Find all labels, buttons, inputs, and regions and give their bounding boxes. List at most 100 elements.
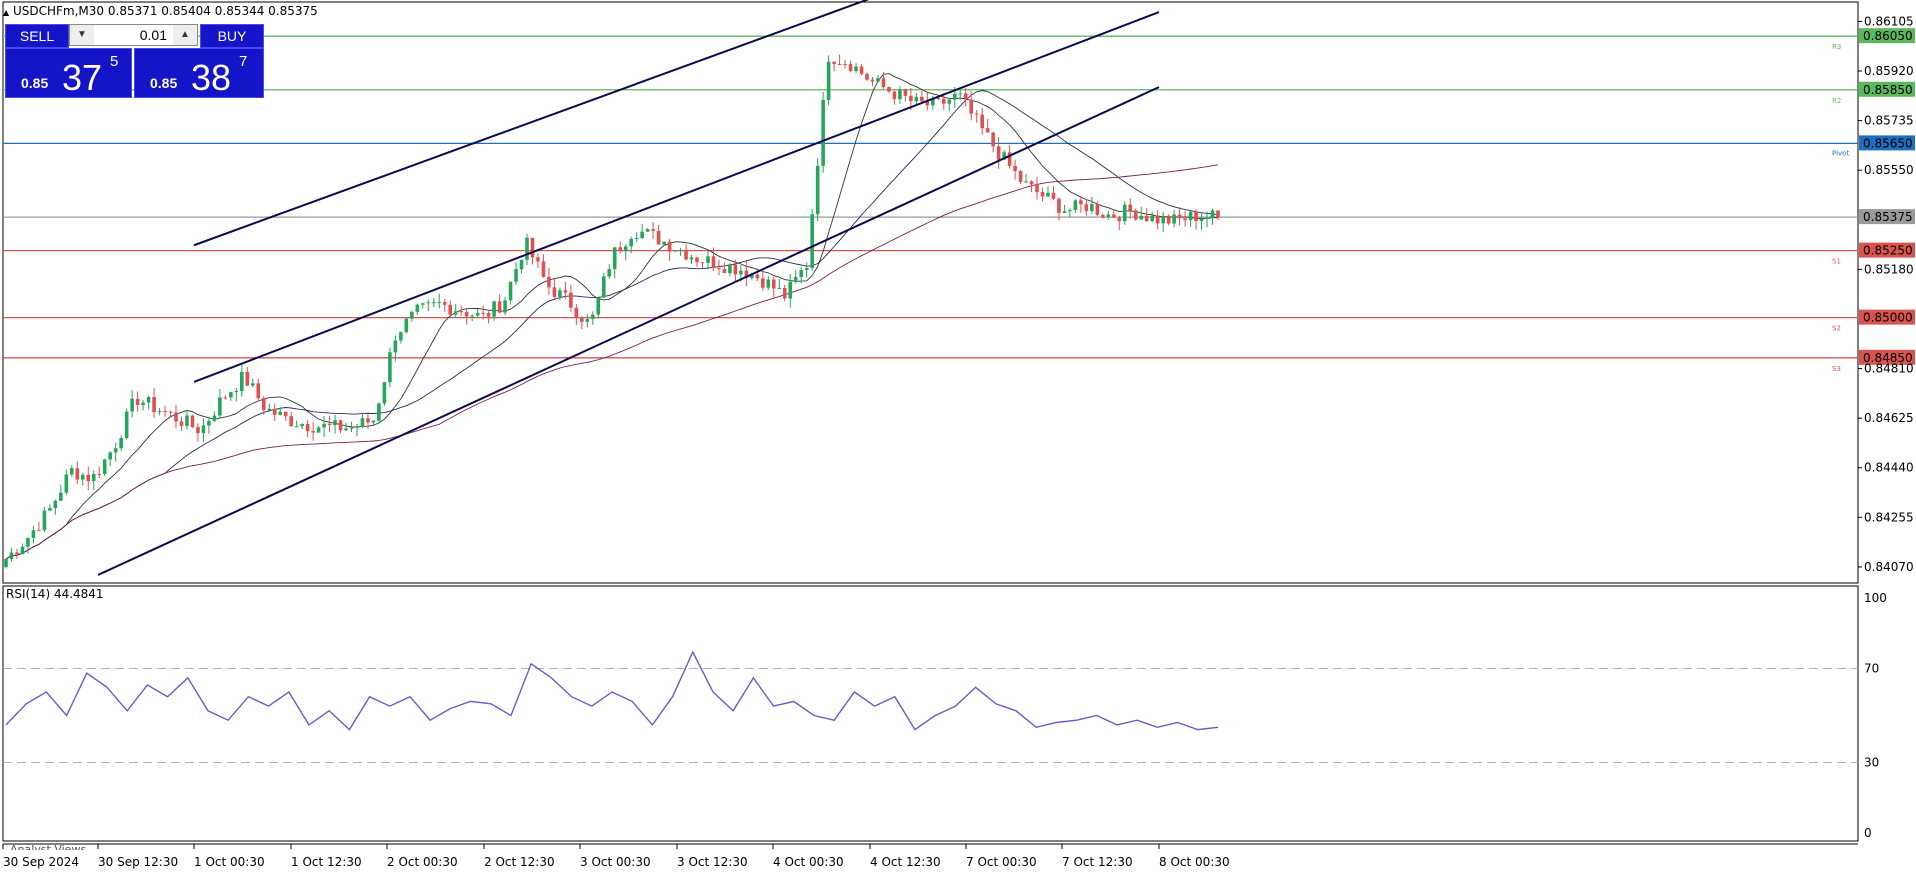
candle-body [1007, 152, 1012, 166]
rsi-line [5, 650, 1219, 731]
candlestick [898, 86, 902, 104]
candle-body [492, 301, 496, 317]
candle-body [969, 99, 974, 114]
candlestick [399, 331, 403, 344]
candle-body [1079, 200, 1083, 205]
candle-body [1068, 210, 1072, 212]
candlestick [223, 395, 228, 400]
candle-body [42, 510, 47, 531]
candle-body [563, 290, 568, 293]
level-price-tag: 0.85375 [1863, 210, 1913, 224]
sell-button[interactable]: SELL [5, 24, 69, 48]
candle-body [1199, 218, 1204, 222]
candle-body [673, 250, 677, 252]
candle-body [311, 431, 315, 433]
candle-body [925, 101, 930, 106]
candle-body [887, 87, 891, 92]
candle-body [722, 269, 727, 274]
candlestick [130, 390, 134, 418]
buy-button[interactable]: BUY [200, 24, 264, 48]
level-price-tag-bg [1859, 209, 1915, 225]
candle-body [612, 247, 617, 270]
candlestick [574, 304, 579, 326]
candlestick [1199, 212, 1204, 231]
candle-body [739, 270, 743, 275]
collapse-triangle-icon[interactable]: ▲ [3, 8, 10, 17]
candlestick [70, 464, 74, 477]
candle-body [31, 530, 36, 538]
candle-body [1183, 218, 1187, 221]
candle-body [26, 537, 30, 547]
candle-body [623, 246, 628, 252]
candlestick [404, 317, 409, 334]
candlestick [366, 411, 370, 430]
candlestick [470, 314, 474, 322]
candlestick [31, 525, 36, 544]
lot-decrease-icon[interactable]: ▼ [70, 25, 94, 45]
candlestick [113, 442, 118, 462]
candle-body [168, 411, 173, 413]
candlestick [1051, 185, 1056, 201]
candlestick [771, 276, 776, 298]
candlestick [75, 461, 80, 485]
ask-price-prefix: 0.85 [150, 75, 178, 91]
candlestick [333, 414, 337, 434]
lot-size-input[interactable]: ▼ 0.01 ▲ [69, 24, 198, 46]
candle-body [426, 302, 431, 304]
candle-body [377, 403, 381, 421]
x-tick-label: 8 Oct 00:30 [1159, 855, 1230, 869]
candle-body [974, 113, 979, 115]
ask-price-box[interactable]: 0.85 38 7 [134, 48, 264, 98]
candle-body [300, 423, 304, 427]
candle-body [207, 420, 211, 426]
candlestick [42, 506, 47, 533]
candlestick [261, 395, 266, 415]
candle-body [859, 66, 864, 74]
candlestick [1035, 176, 1039, 200]
candlestick [349, 421, 354, 432]
candlestick [420, 302, 425, 309]
candlestick [207, 416, 211, 434]
candlestick [475, 309, 480, 318]
candlestick [91, 470, 96, 490]
candlestick [706, 249, 710, 270]
candlestick [1183, 210, 1187, 227]
candle-body [991, 132, 995, 147]
candle-body [37, 530, 41, 532]
candle-body [1216, 210, 1220, 218]
candlestick [1029, 180, 1034, 193]
candle-body [163, 411, 167, 413]
candle-body [601, 276, 606, 298]
candlestick [1090, 196, 1094, 215]
bid-price-box[interactable]: 0.85 37 5 [5, 48, 132, 98]
candle-body [530, 237, 535, 258]
rsi-y-tick-label: 30 [1864, 756, 1879, 770]
candle-body [360, 418, 365, 427]
candle-body [514, 269, 518, 282]
candlestick [717, 259, 721, 276]
candlestick [20, 543, 25, 555]
candle-body [1117, 217, 1122, 222]
candlestick [316, 425, 321, 433]
candle-body [536, 257, 540, 262]
candlestick [974, 109, 979, 123]
candle-body [684, 249, 688, 260]
candle-body [86, 474, 91, 482]
candlestick [530, 237, 535, 265]
analyst-views-tab[interactable]: Analyst Views [10, 843, 87, 850]
candlestick [640, 223, 644, 239]
y-tick-label: 0.85550 [1864, 163, 1914, 177]
lot-increase-icon[interactable]: ▲ [173, 25, 197, 45]
candle-body [585, 318, 590, 322]
candle-body [618, 247, 623, 252]
candlestick [761, 270, 765, 291]
lot-size-value[interactable]: 0.01 [139, 27, 167, 43]
candle-body [48, 508, 52, 511]
candlestick [601, 272, 606, 299]
candlestick [870, 77, 875, 87]
candle-body [591, 314, 595, 319]
candlestick [245, 366, 250, 387]
candle-body [201, 425, 206, 434]
candlestick [1062, 204, 1067, 213]
candlestick [141, 399, 145, 411]
